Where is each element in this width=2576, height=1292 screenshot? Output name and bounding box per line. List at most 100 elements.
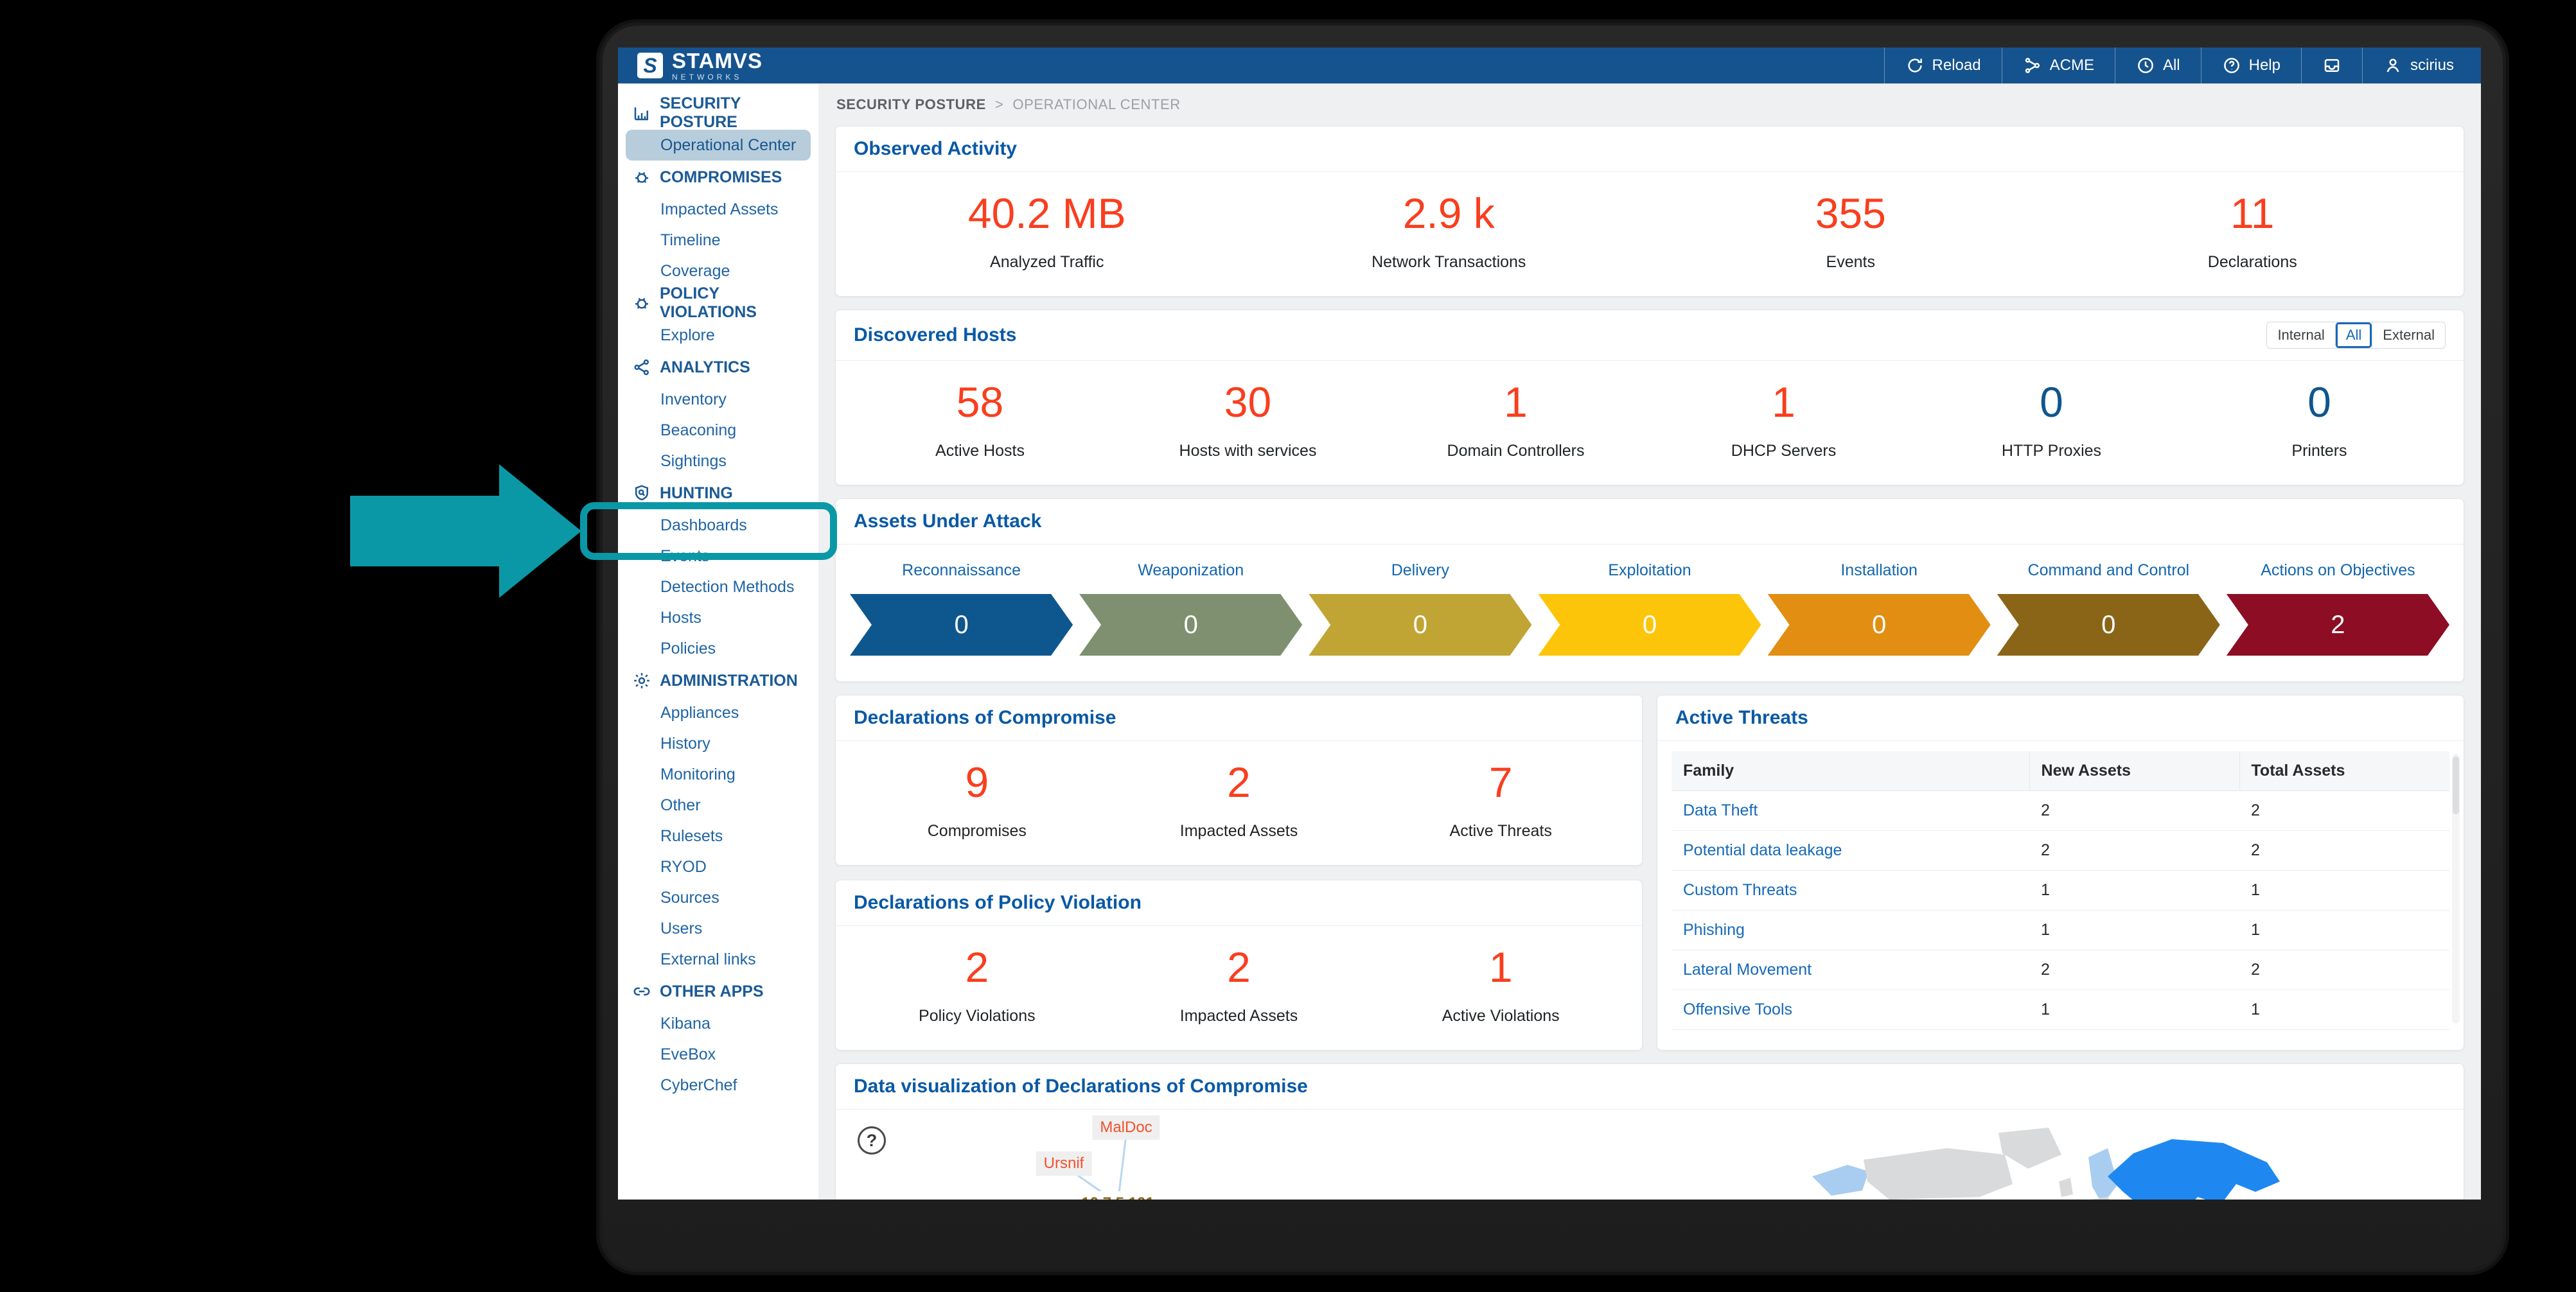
bug-icon [632, 168, 651, 187]
table-row[interactable]: Lateral Movement 2 2 [1672, 950, 2449, 990]
graph-node-maldoc[interactable]: MalDoc [1092, 1115, 1160, 1140]
sidebar-item-coverage[interactable]: Coverage [660, 261, 730, 280]
kill-chain-chevron-weaponization: 0 [1079, 594, 1302, 656]
discovered-hosts-title: Discovered Hosts [854, 324, 1017, 345]
sidebar-section-hunting[interactable]: HUNTING [618, 476, 818, 510]
declarations-of-compromise-title: Declarations of Compromise [854, 707, 1116, 728]
stat-value: 11 [2230, 189, 2275, 237]
sidebar-item-detection-methods[interactable]: Detection Methods [660, 577, 795, 596]
stat-label: Active Hosts [935, 442, 1025, 460]
topnav-item-inbox-icon[interactable] [2300, 48, 2362, 83]
stat-impacted-assets: 2 Impacted Assets [1108, 759, 1370, 841]
threat-family-link[interactable]: Phishing [1672, 910, 2030, 950]
topnav-item-scirius[interactable]: scirius [2361, 48, 2475, 83]
threat-family-link[interactable]: Lateral Movement [1672, 950, 2030, 990]
table-row[interactable]: Offensive Tools 1 1 [1672, 990, 2449, 1030]
sidebar-section-other-apps[interactable]: OTHER APPS [618, 975, 818, 1008]
table-row[interactable]: Phishing 1 1 [1672, 910, 2449, 950]
sidebar-item-evebox[interactable]: EveBox [660, 1045, 716, 1063]
sidebar-item-users[interactable]: Users [660, 919, 703, 938]
kill-chain-chevron-delivery: 0 [1309, 594, 1531, 656]
stat-events: 355 Events [1650, 190, 2052, 272]
dataviz-card: Data visualization of Declarations of Co… [835, 1063, 2464, 1200]
stat-value: 2 [1227, 943, 1251, 991]
help-circle-icon[interactable]: ? [858, 1126, 886, 1155]
table-row[interactable]: Potential data leakage 2 2 [1672, 830, 2449, 871]
threat-family-link[interactable]: Potential data leakage [1672, 830, 2030, 871]
stat-value: 2 [965, 943, 989, 991]
sidebar-item-sources[interactable]: Sources [660, 888, 719, 907]
sidebar-item-ryod[interactable]: RYOD [660, 857, 707, 876]
topnav-item-acme[interactable]: ACME [2001, 48, 2115, 83]
breadcrumb-security-posture[interactable]: SECURITY POSTURE [836, 96, 986, 112]
sidebar-item-sightings[interactable]: Sightings [660, 451, 727, 470]
topnav-item-help[interactable]: Help [2200, 48, 2301, 83]
sidebar-item-rulesets[interactable]: Rulesets [660, 826, 723, 845]
sidebar-item-external-links[interactable]: External links [660, 950, 756, 968]
sidebar-item-monitoring[interactable]: Monitoring [660, 765, 736, 783]
threat-count: 1 [2029, 910, 2240, 950]
main-content: SECURITY POSTURE > OPERATIONAL CENTER Obse… [818, 83, 2481, 1200]
observed-activity-title: Observed Activity [854, 138, 1017, 159]
kill-chain-chevron-command-and-control: 0 [1997, 594, 2220, 656]
sidebar-item-other[interactable]: Other [660, 796, 701, 814]
sidebar: SECURITY POSTURE Operational Center COMPRO… [618, 83, 818, 1200]
table-row[interactable]: Custom Threats 1 1 [1672, 870, 2449, 911]
sidebar-section-security-posture[interactable]: SECURITY POSTURE [618, 94, 818, 131]
table-scrollbar-thumb[interactable] [2453, 756, 2459, 814]
sidebar-item-policies[interactable]: Policies [660, 639, 716, 658]
toggle-option-all[interactable]: All [2334, 322, 2372, 348]
topnav-item-label: All [2162, 57, 2180, 74]
sidebar-section-policy-violations[interactable]: POLICY VIOLATIONS [618, 284, 818, 321]
topnav-item-all[interactable]: All [2114, 48, 2201, 83]
stat-label: Hosts with services [1179, 442, 1317, 460]
breadcrumb: SECURITY POSTURE > OPERATIONAL CENTER [836, 96, 2464, 113]
sidebar-item-inventory[interactable]: Inventory [660, 390, 727, 408]
annotation-arrow-body [350, 496, 500, 566]
stat-value: 30 [1224, 378, 1272, 426]
threat-network-graph: MalDocUrsnifIcedIDEternalBlueTrickbot10.… [836, 1110, 1607, 1200]
sidebar-item-appliances[interactable]: Appliances [660, 703, 739, 722]
stat-value: 2 [1227, 758, 1251, 806]
topnav-item-reload[interactable]: Reload [1883, 48, 2002, 83]
sidebar-item-operational-center[interactable]: Operational Center [626, 130, 811, 161]
sidebar-item-impacted-assets[interactable]: Impacted Assets [660, 200, 779, 218]
stamus-logo[interactable]: S STAMVS NETWORKS [637, 50, 763, 81]
table-row[interactable]: Data Theft 2 2 [1672, 790, 2449, 831]
sidebar-item-hosts[interactable]: Hosts [660, 608, 701, 627]
table-scrollbar[interactable] [2452, 754, 2460, 1024]
device-frame: S STAMVS NETWORKS Reload ACME All Help sciri… [603, 26, 2503, 1269]
sidebar-item-beaconing[interactable]: Beaconing [660, 421, 737, 439]
kill-chain-chevron-exploitation: 0 [1538, 594, 1761, 656]
stat-declarations: 11 Declarations [2052, 190, 2454, 272]
sidebar-item-kibana[interactable]: Kibana [660, 1014, 710, 1033]
column-header-family: Family [1672, 751, 2030, 791]
declarations-of-policy-violation-title: Declarations of Policy Violation [854, 892, 1142, 913]
stat-label: Compromises [927, 822, 1027, 840]
declarations-of-compromise-card: Declarations of Compromise 9 Compromises 2… [835, 695, 1643, 866]
column-header-new-assets: New Assets [2029, 751, 2240, 791]
discovered-hosts-card: Discovered Hosts Internal All External 58 A… [835, 310, 2464, 485]
threat-family-link[interactable]: Offensive Tools [1672, 990, 2030, 1030]
threat-count: 1 [2239, 910, 2449, 950]
bug-icon [632, 293, 651, 313]
threat-family-link[interactable]: Data Theft [1672, 790, 2030, 831]
graph-node-center-ip[interactable]: 10.7.5.101 [1073, 1191, 1162, 1200]
sidebar-section-title: OTHER APPS [660, 982, 764, 1000]
kill-chain-label-command-and-control: Command and Control [2027, 561, 2190, 579]
topnav-item-label: scirius [2410, 57, 2454, 74]
graph-node-ursnif[interactable]: Ursnif [1036, 1151, 1092, 1176]
toggle-option-external[interactable]: External [2372, 322, 2445, 348]
sidebar-item-explore[interactable]: Explore [660, 326, 715, 344]
toggle-option-internal[interactable]: Internal [2277, 327, 2325, 343]
sidebar-section-administration[interactable]: ADMINISTRATION [618, 664, 818, 697]
sidebar-item-history[interactable]: History [660, 734, 710, 753]
sidebar-item-timeline[interactable]: Timeline [660, 231, 721, 249]
stat-network-transactions: 2.9 k Network Transactions [1248, 190, 1650, 272]
threat-family-link[interactable]: Custom Threats [1672, 870, 2030, 911]
sidebar-item-dashboards[interactable]: Dashboards [660, 516, 747, 534]
sidebar-section-analytics[interactable]: ANALYTICS [618, 351, 818, 384]
sidebar-item-cyberchef[interactable]: CyberChef [660, 1076, 737, 1094]
sidebar-section-compromises[interactable]: COMPROMISES [618, 161, 818, 194]
stat-label: Network Transactions [1372, 253, 1526, 271]
